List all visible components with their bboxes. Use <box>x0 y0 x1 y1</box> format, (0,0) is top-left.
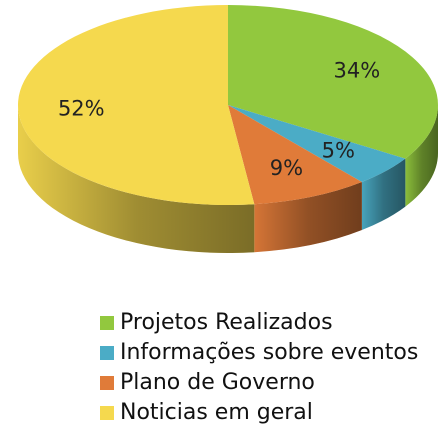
slice-side-shade <box>405 105 438 207</box>
legend-swatch <box>100 346 114 360</box>
slice-side-shade <box>18 105 255 253</box>
slice <box>228 5 438 159</box>
legend-label: Plano de Governo <box>120 370 315 395</box>
slice <box>18 5 255 205</box>
slice-side-shade <box>361 158 406 231</box>
slice-side-shade <box>254 182 362 253</box>
legend-label: Informações sobre eventos <box>120 340 418 365</box>
slice <box>228 105 406 183</box>
pie-labels: 34% 5% 9% 52% <box>58 58 380 180</box>
slice <box>228 105 362 205</box>
legend: Projetos Realizados Informações sobre eve… <box>100 310 418 425</box>
legend-swatch <box>100 406 114 420</box>
data-label: 5% <box>322 138 355 162</box>
data-label: 9% <box>270 156 303 180</box>
legend-swatch <box>100 376 114 390</box>
data-label: 52% <box>58 96 105 120</box>
legend-label: Noticias em geral <box>120 400 313 425</box>
legend-swatch <box>100 316 114 330</box>
pie-sides <box>18 105 438 253</box>
legend-label: Projetos Realizados <box>120 310 333 335</box>
pie-tops <box>18 5 438 205</box>
data-label: 34% <box>333 58 380 82</box>
